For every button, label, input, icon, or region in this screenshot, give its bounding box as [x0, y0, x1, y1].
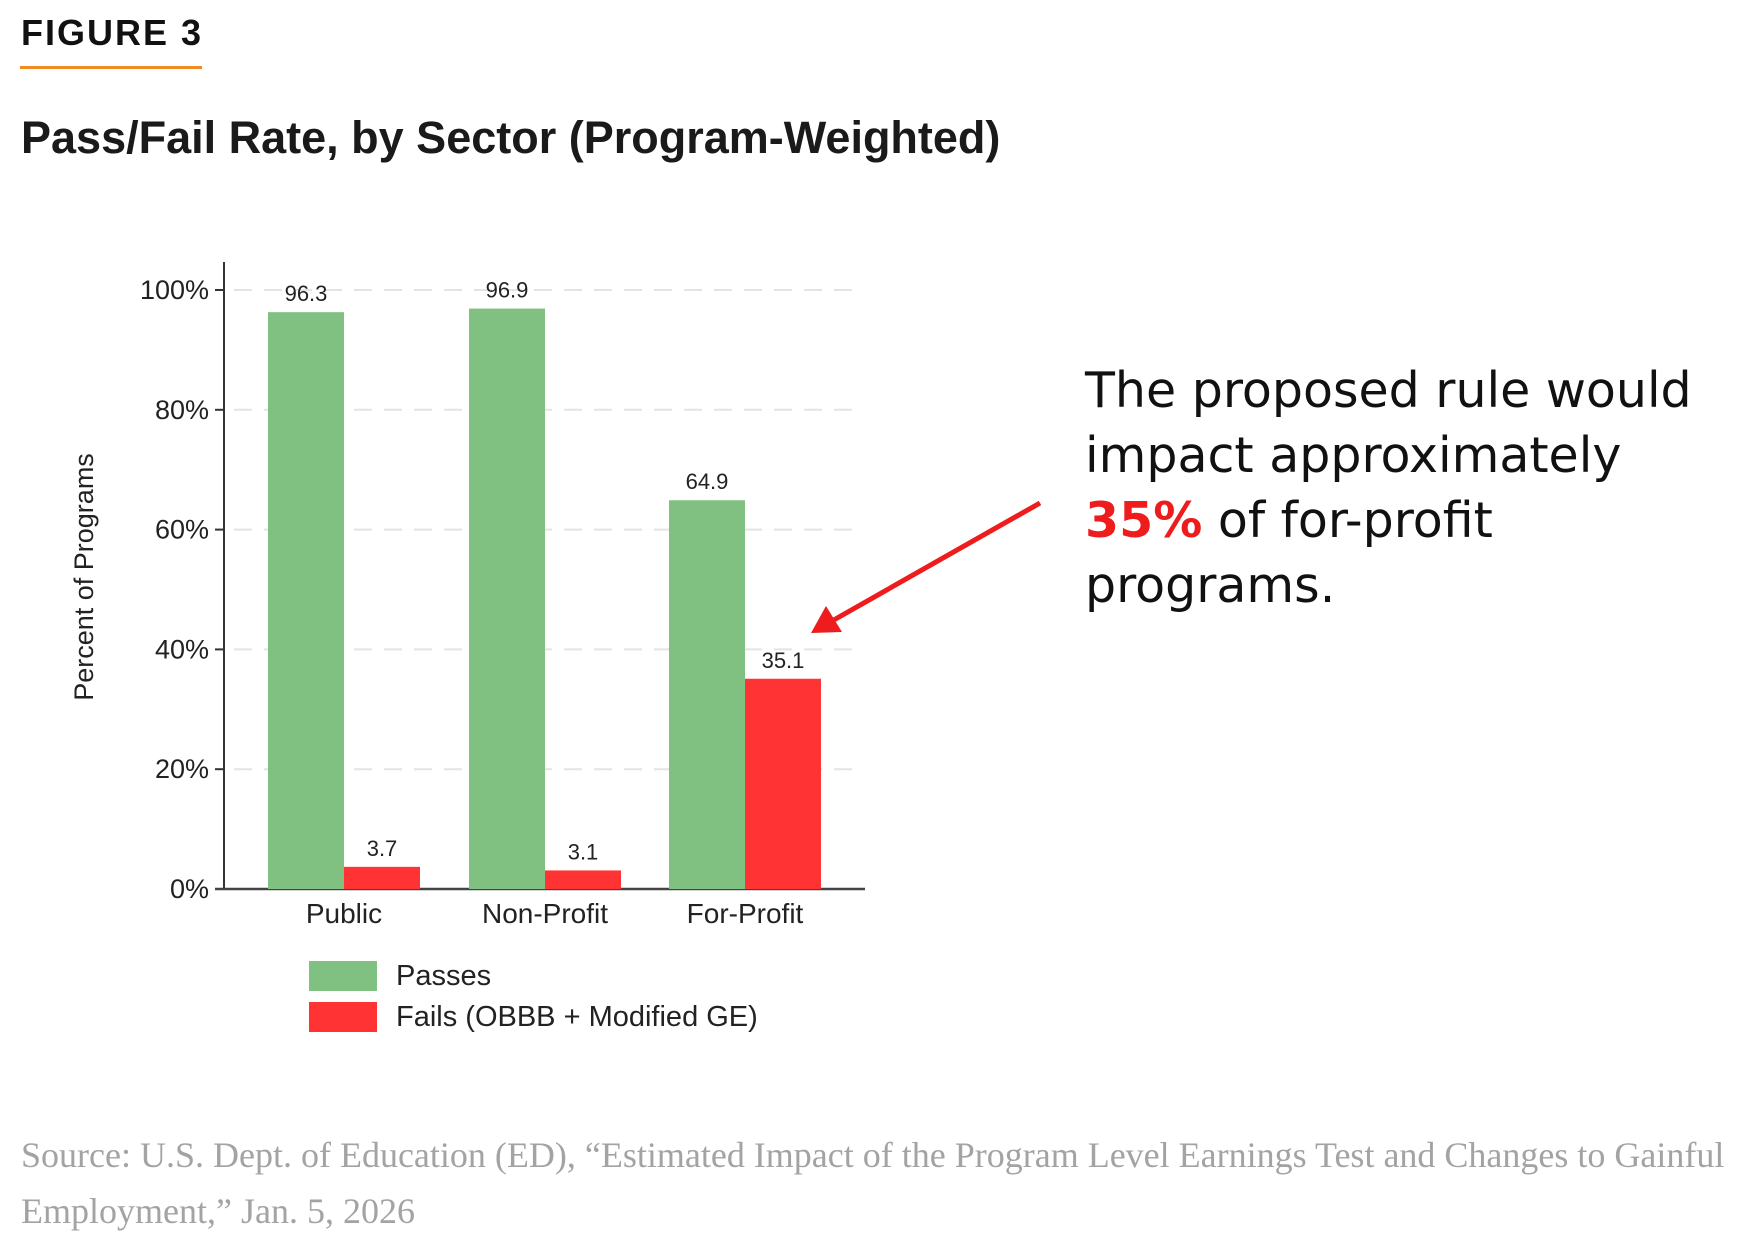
annotation-highlight: 35%: [1085, 492, 1203, 549]
figure-label: FIGURE 3: [21, 12, 204, 53]
y-axis-label: Percent of Programs: [69, 453, 99, 701]
y-tick-label: 80%: [155, 395, 209, 425]
data-label: 64.9: [686, 469, 729, 494]
legend-swatch-passes: [309, 961, 377, 991]
data-label: 3.1: [568, 839, 599, 864]
bar-passes: [669, 500, 745, 889]
annotation-line-1: The proposed rule would: [1085, 362, 1692, 419]
x-tick-label: Public: [306, 898, 382, 929]
bar-fails: [745, 678, 821, 889]
annotation-line-4: programs.: [1085, 557, 1336, 614]
y-tick-label: 60%: [155, 515, 209, 545]
x-tick-label: For-Profit: [687, 898, 804, 929]
bar-passes: [469, 308, 545, 890]
chart-title: Pass/Fail Rate, by Sector (Program-Weigh…: [21, 112, 1001, 163]
annotation-line-2: impact approximately: [1085, 427, 1622, 484]
legend-swatch-fails: [309, 1002, 377, 1032]
arrow-line: [830, 500, 1042, 624]
annotation: The proposed rule would impact approxima…: [1085, 358, 1692, 618]
annotation-line-3-rest: of for-profit: [1202, 492, 1493, 549]
y-tick-label: 0%: [170, 874, 209, 904]
annotation-line-3: 35% of for-profit: [1085, 488, 1692, 553]
y-tick-label: 100%: [140, 275, 209, 305]
data-label: 3.7: [367, 836, 398, 861]
x-tick-label: Non-Profit: [482, 898, 608, 929]
legend-label: Fails (OBBB + Modified GE): [396, 1001, 758, 1033]
figure-label-underline: [20, 66, 202, 69]
bar-fails: [344, 866, 420, 889]
data-label: 96.3: [285, 281, 328, 306]
bar-fails: [545, 870, 621, 889]
y-tick-label: 40%: [155, 634, 209, 664]
y-tick-label: 20%: [155, 754, 209, 784]
bar-passes: [268, 312, 344, 890]
legend-label: Passes: [396, 960, 491, 992]
data-label: 96.9: [486, 278, 529, 303]
source-note: Source: U.S. Dept. of Education (ED), “E…: [21, 1135, 1725, 1231]
data-label: 35.1: [762, 648, 805, 673]
arrow-head-icon: [811, 606, 842, 633]
